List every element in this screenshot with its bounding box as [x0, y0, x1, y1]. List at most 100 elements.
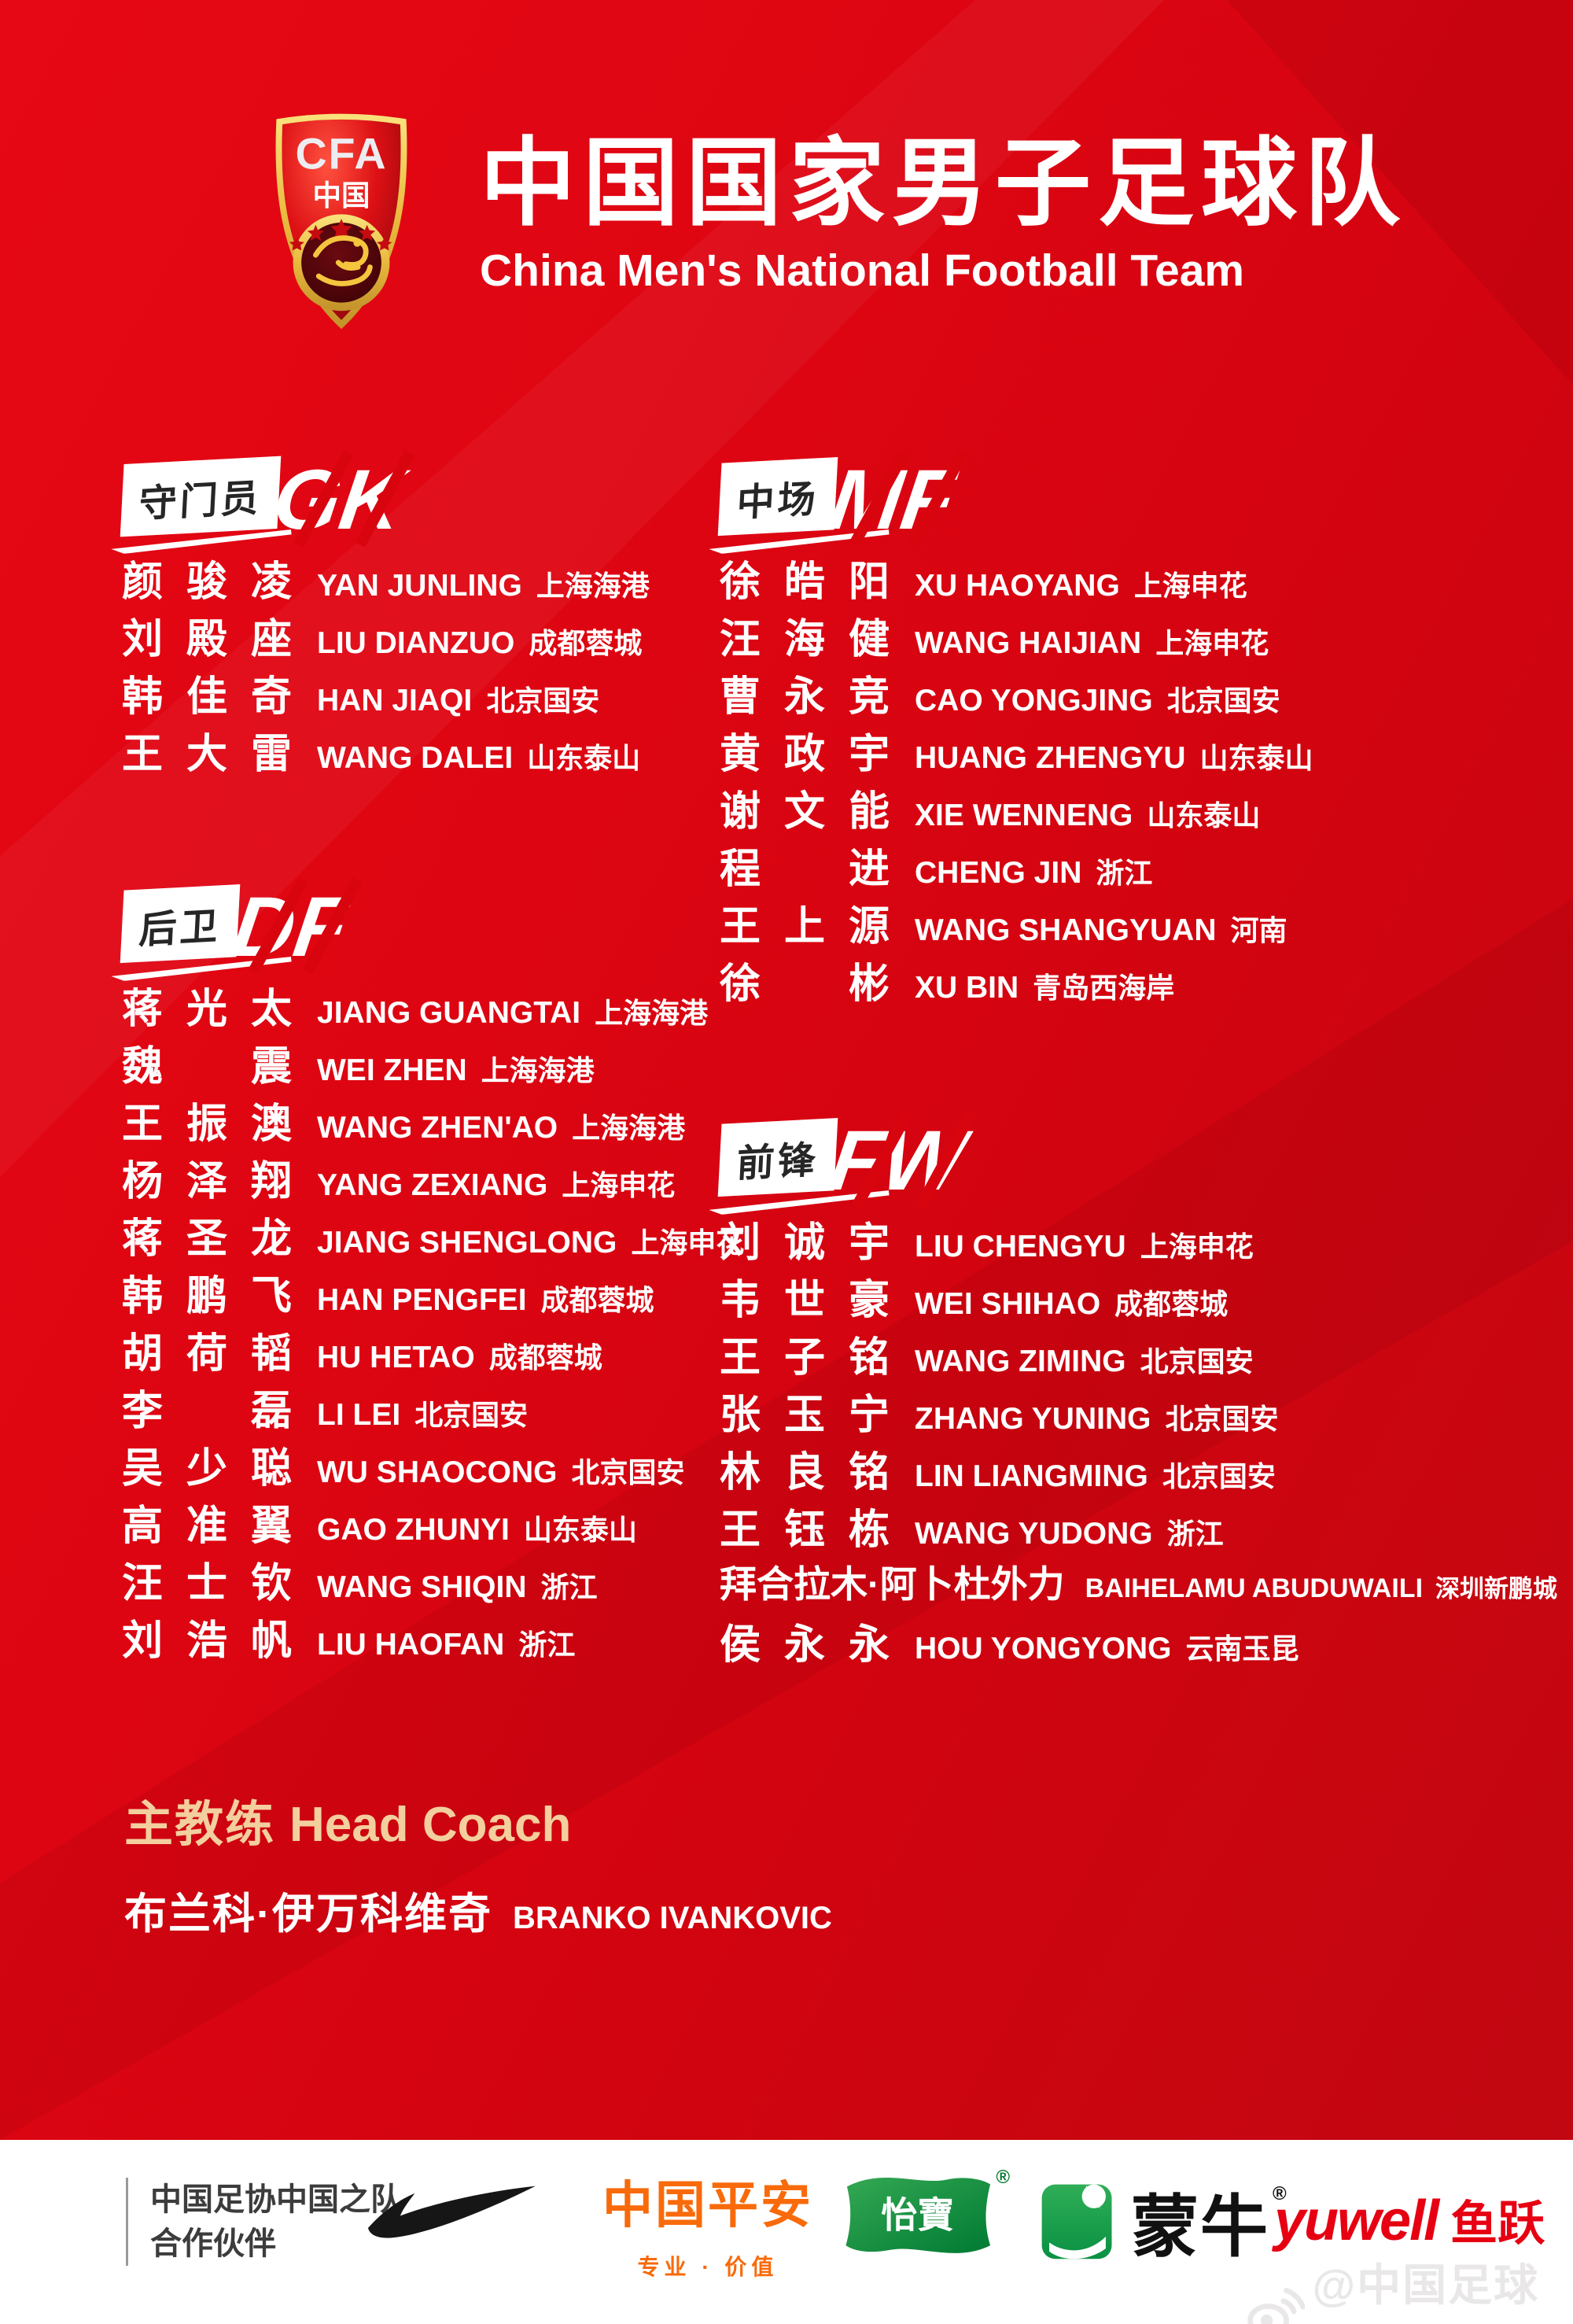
player-name-latin: LIU HAOFAN — [317, 1628, 505, 1662]
player-name-cn: 蒋光太 — [122, 987, 292, 1032]
player-name-latin: WEI ZHEN — [317, 1053, 467, 1087]
yuwell-logo: yuwell 鱼跃 — [1274, 2186, 1545, 2254]
player-row: 曹永竞 CAO YONGJING 北京国安 — [720, 663, 1569, 721]
player-club: 成都蓉城 — [488, 1341, 602, 1374]
player-name-latin: LIU CHENGYU — [915, 1230, 1126, 1263]
player-name-latin: WEI SHIHAO — [915, 1287, 1101, 1321]
section-label-cn: 守门员 — [120, 456, 282, 537]
mengniu-name: 蒙牛 — [1131, 2189, 1269, 2265]
pingan-slogan: 专业 · 价值 — [637, 2255, 779, 2279]
player-row: 高准翼 GAO ZHUNYI 山东泰山 — [122, 1492, 971, 1550]
player-club: 北京国安 — [1140, 1345, 1254, 1378]
player-row: 韩鹏飞 HAN PENGFEI 成都蓉城 — [122, 1263, 971, 1320]
yuwell-name-en: yuwell — [1274, 2189, 1439, 2252]
player-row: 李磊 LI LEI 北京国安 — [122, 1378, 971, 1435]
player-club: 浙江 — [518, 1629, 576, 1661]
player-name-latin: WANG HAIJIAN — [915, 626, 1142, 660]
svg-text:中国: 中国 — [313, 179, 370, 212]
player-row: 王子铭 WANG ZIMING 北京国安 — [720, 1324, 1569, 1381]
player-list: 刘诚宇 LIU CHENGYU 上海申花 韦世豪 WEI SHIHAO 成都蓉城… — [720, 1209, 1569, 1669]
player-club: 浙江 — [1166, 1518, 1224, 1550]
player-club: 深圳新鹏城 — [1435, 1575, 1558, 1603]
head-coach-name-cn: 布兰科·伊万科维奇 — [124, 1891, 492, 1938]
player-name-latin: ZHANG YUNING — [915, 1402, 1151, 1436]
cfa-shield-icon: CFA 中国 — [275, 113, 407, 330]
player-row: 王钰栋 WANG YUDONG 浙江 — [720, 1496, 1569, 1554]
section-forwards: 前锋FW 刘诚宇 LIU CHENGYU 上海申花 韦世豪 WEI SHIHAO… — [717, 1112, 1569, 1669]
player-club: 云南玉昆 — [1185, 1632, 1299, 1665]
player-name-cn: 谢文能 — [720, 789, 890, 835]
player-row: 谢文能 XIE WENNENG 山东泰山 — [720, 778, 1569, 836]
pingan-name: 中国平安 — [602, 2177, 813, 2234]
player-club: 青岛西海岸 — [1033, 972, 1175, 1004]
player-name-cn: 徐彬 — [720, 961, 890, 1007]
mengniu-logo: 蒙牛 ® — [1040, 2171, 1287, 2270]
player-name-cn: 黄政宇 — [720, 732, 890, 777]
player-name-latin: GAO ZHUNYI — [317, 1513, 510, 1547]
svg-text:怡寶: 怡寶 — [881, 2195, 954, 2236]
player-club: 山东泰山 — [523, 1514, 637, 1546]
mengniu-icon — [1041, 2184, 1112, 2259]
player-name-latin: LIU DIANZUO — [317, 626, 515, 660]
player-name-latin: HAN PENGFEI — [317, 1283, 527, 1317]
cfa-crest-logo: CFA 中国 — [266, 107, 417, 334]
player-club: 成都蓉城 — [540, 1284, 654, 1316]
player-name-latin: HU HETAO — [317, 1341, 475, 1374]
player-name-cn: 林良铭 — [720, 1450, 890, 1496]
player-list: 蒋光太 JIANG GUANGTAI 上海海港 魏震 WEI ZHEN 上海海港… — [122, 976, 971, 1665]
player-row: 拜合拉木·阿卜杜外力 BAIHELAMU ABUDUWAILI 深圳新鹏城 — [720, 1554, 1569, 1611]
player-row: 王上源 WANG SHANGYUAN 河南 — [720, 893, 1569, 950]
section-midfielders: 中场MF 徐皓阳 XU HAOYANG 上海申花 汪海健 WANG HAIJIA… — [720, 452, 1569, 1008]
player-club: 北京国安 — [486, 684, 600, 717]
player-name-latin: WANG SHIQIN — [317, 1570, 527, 1604]
section-goalkeepers: 守门员GK 颜骏凌 YAN JUNLING 上海海港 刘殿座 LIU DIANZ… — [122, 452, 971, 778]
player-name-cn: 汪士钦 — [122, 1561, 292, 1607]
player-name-latin: CAO YONGJING — [915, 684, 1153, 717]
player-name-cn: 程进 — [720, 847, 890, 892]
player-club: 上海申花 — [562, 1169, 676, 1201]
player-club: 浙江 — [540, 1571, 598, 1603]
partner-line2: 合作伙伴 — [150, 2226, 276, 2261]
partner-text: 中国足协中国之队 合作伙伴 — [126, 2178, 402, 2266]
player-name-cn: 侯永永 — [720, 1622, 890, 1668]
section-label-letters: GK — [267, 452, 409, 547]
player-name-cn: 魏震 — [122, 1044, 292, 1090]
player-club: 山东泰山 — [1147, 799, 1261, 832]
player-club: 上海申花 — [1155, 627, 1269, 659]
watermark-text: @中国足球队 — [1312, 2260, 1540, 2310]
section-defenders: 后卫DF 蒋光太 JIANG GUANGTAI 上海海港 魏震 WEI ZHEN… — [122, 879, 971, 1665]
player-club: 北京国安 — [1166, 684, 1280, 717]
player-club: 山东泰山 — [1199, 742, 1313, 774]
head-coach-label: 主教练 Head Coach — [124, 1784, 832, 1855]
head-coach-block: 主教练 Head Coach 布兰科·伊万科维奇 BRANKO IVANKOVIC — [124, 1784, 832, 1941]
player-row: 侯永永 HOU YONGYONG 云南玉昆 — [720, 1611, 1569, 1669]
player-name-cn: 韩鹏飞 — [122, 1274, 292, 1319]
player-name-cn: 曹永竞 — [720, 674, 890, 720]
player-name-latin: YAN JUNLING — [317, 569, 522, 603]
player-name-latin: BAIHELAMU ABUDUWAILI — [1085, 1573, 1424, 1603]
weibo-icon — [1247, 2288, 1305, 2324]
head-coach-name: 布兰科·伊万科维奇 BRANKO IVANKOVIC — [124, 1879, 832, 1941]
player-row: 蒋圣龙 JIANG SHENGLONG 上海申花 — [122, 1205, 971, 1263]
section-label-cn: 前锋 — [717, 1117, 838, 1197]
player-name-latin: HAN JIAQI — [317, 684, 473, 717]
player-name-latin: WANG DALEI — [317, 741, 514, 775]
player-name-cn: 刘殿座 — [122, 617, 292, 662]
section-header: 中场MF — [720, 452, 1569, 548]
player-row: 张玉宁 ZHANG YUNING 北京国安 — [720, 1381, 1569, 1439]
player-club: 上海海港 — [595, 997, 709, 1029]
section-label-letters: DF — [227, 879, 354, 974]
player-name-latin: WANG ZIMING — [915, 1345, 1126, 1378]
player-name-cn: 王钰栋 — [720, 1507, 890, 1553]
player-row: 林良铭 LIN LIANGMING 北京国安 — [720, 1439, 1569, 1496]
player-club: 山东泰山 — [527, 742, 641, 774]
player-row: 刘浩帆 LIU HAOFAN 浙江 — [122, 1607, 971, 1665]
player-row: 王振澳 WANG ZHEN'AO 上海海港 — [122, 1090, 971, 1148]
player-name-cn: 拜合拉木·阿卜杜外力 — [720, 1563, 1065, 1605]
player-name-cn: 胡荷韬 — [122, 1331, 292, 1377]
player-row: 蒋光太 JIANG GUANGTAI 上海海港 — [122, 976, 971, 1033]
player-row: 韩佳奇 HAN JIAQI 北京国安 — [122, 663, 971, 721]
player-name-cn: 刘浩帆 — [122, 1618, 292, 1664]
head-coach-label-en: Head Coach — [289, 1798, 572, 1852]
yuwell-name-cn: 鱼跃 — [1450, 2197, 1545, 2250]
